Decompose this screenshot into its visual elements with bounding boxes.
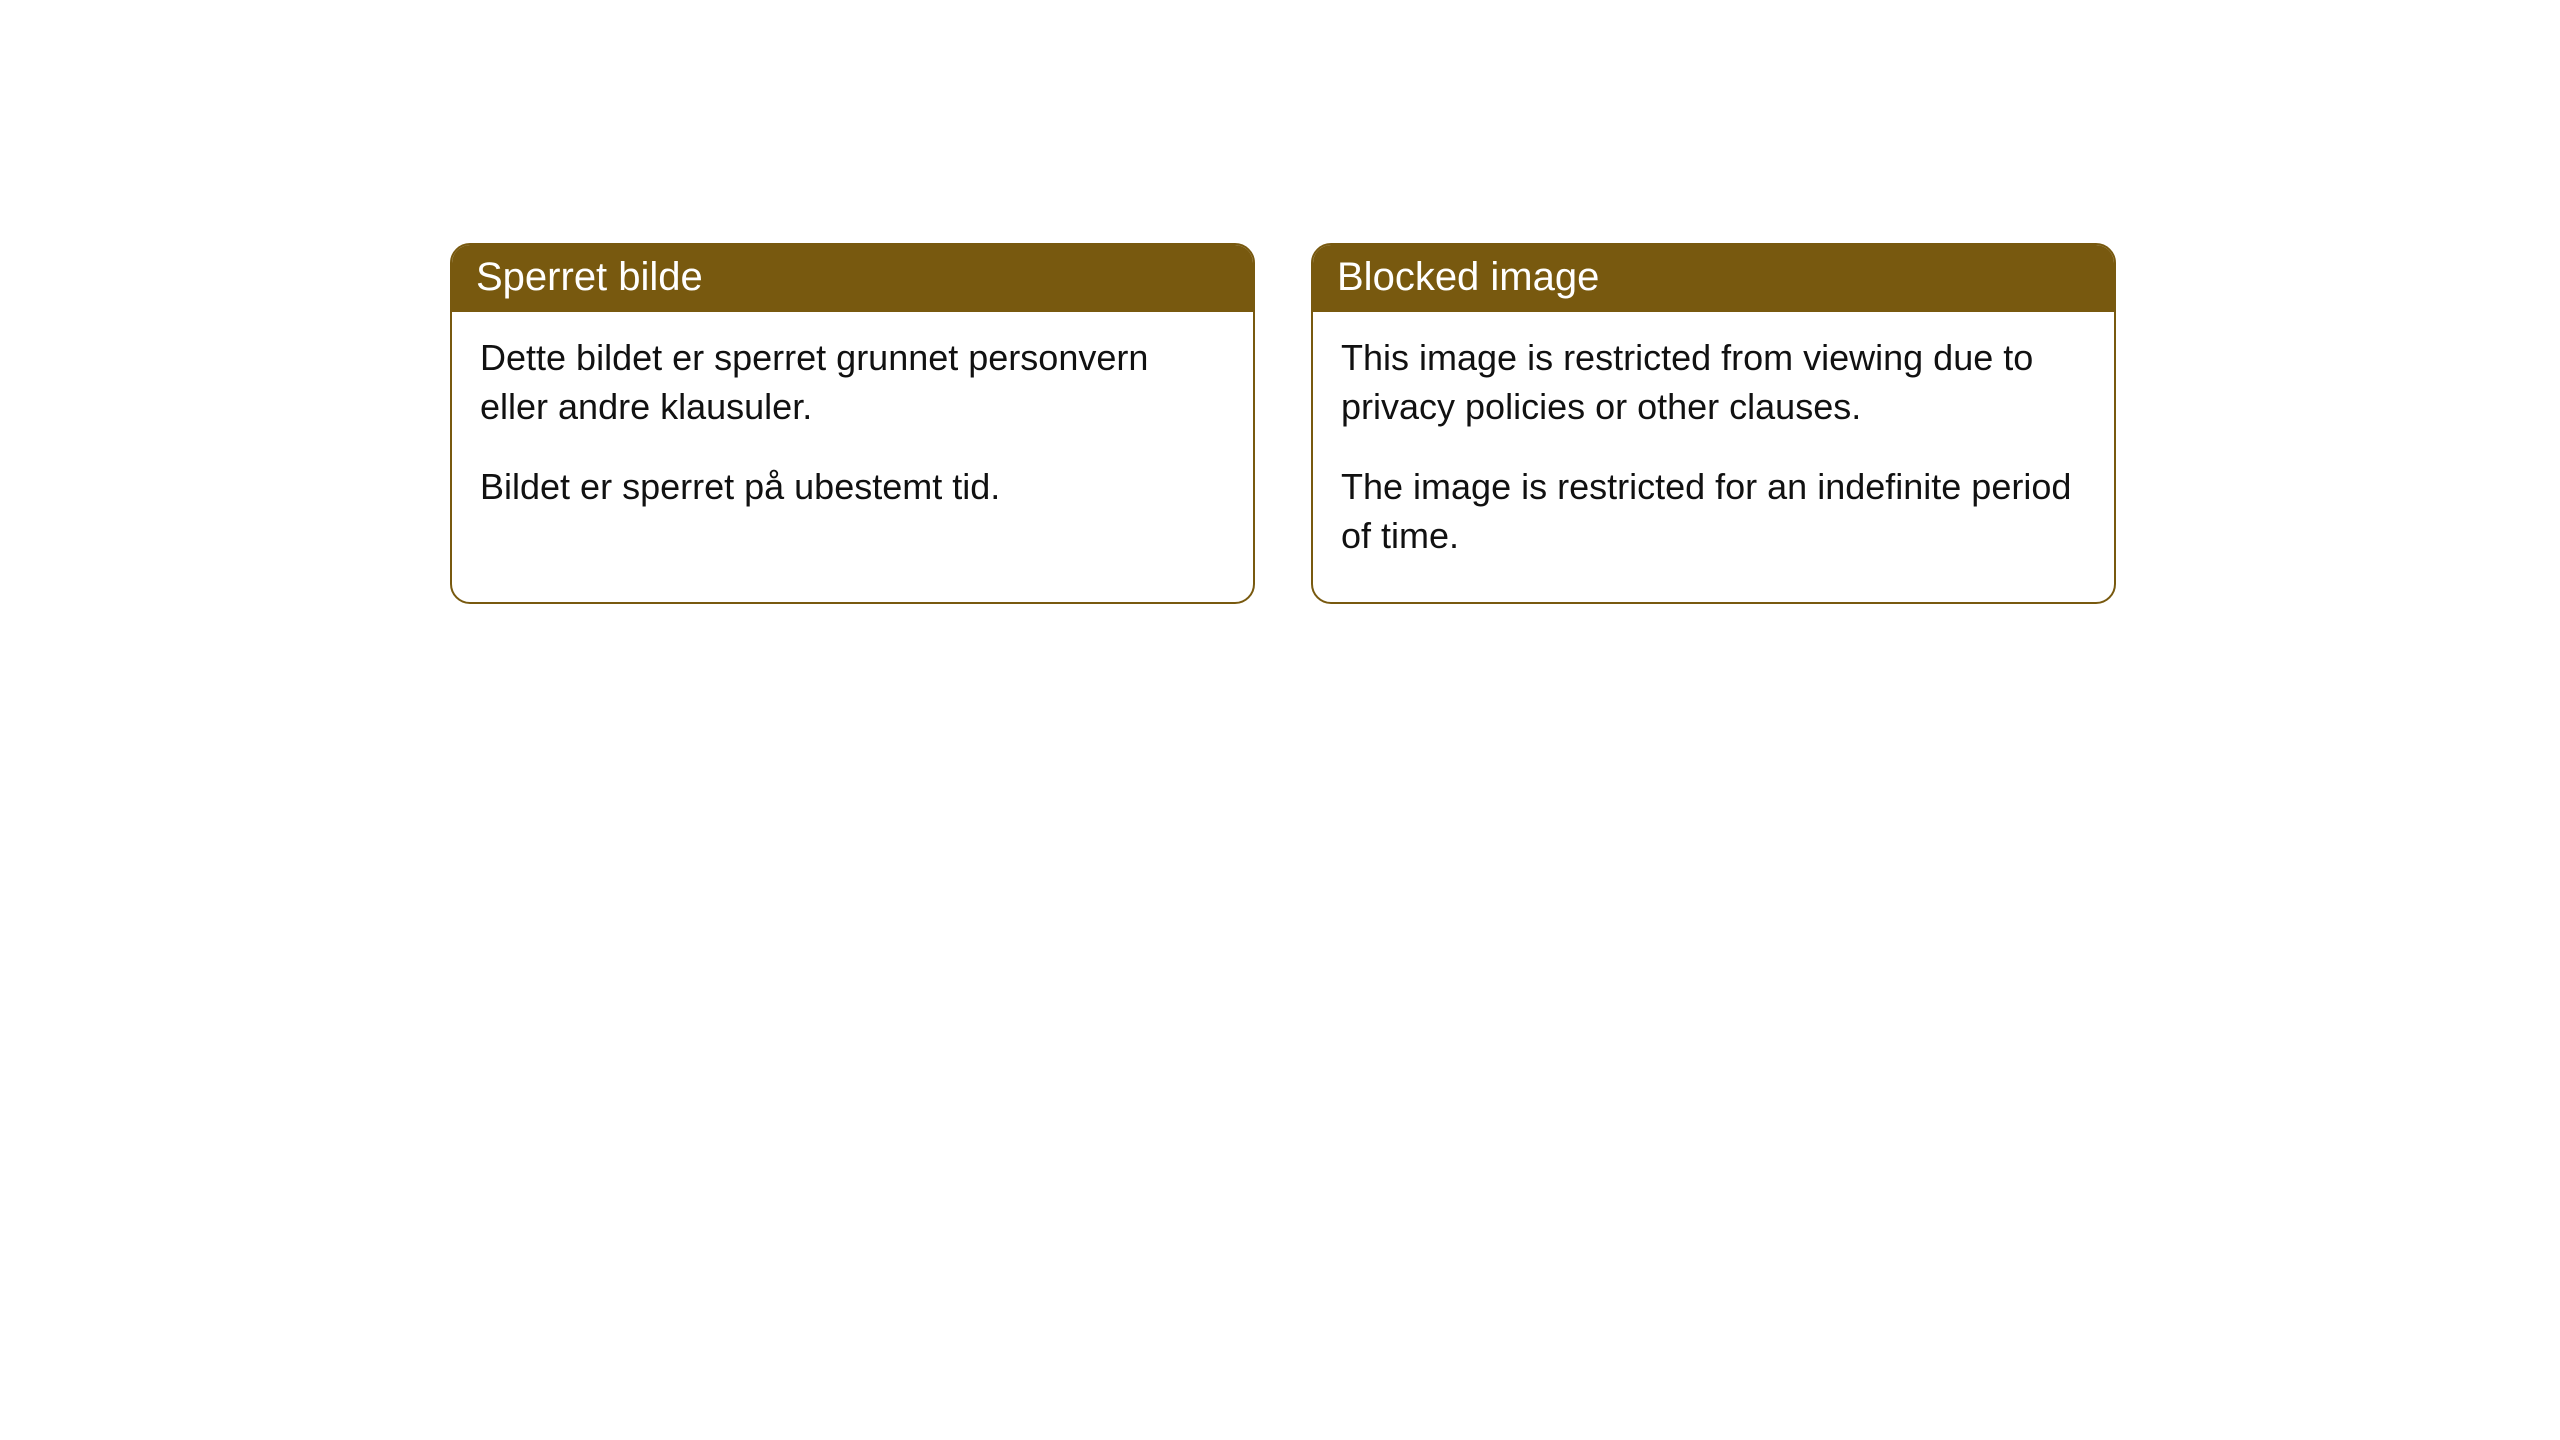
notice-card-norwegian: Sperret bilde Dette bildet er sperret gr… (450, 243, 1255, 604)
card-paragraph: The image is restricted for an indefinit… (1341, 463, 2086, 560)
card-header: Sperret bilde (452, 245, 1253, 312)
card-paragraph: Dette bildet er sperret grunnet personve… (480, 334, 1225, 431)
notice-cards-container: Sperret bilde Dette bildet er sperret gr… (0, 0, 2560, 604)
notice-card-english: Blocked image This image is restricted f… (1311, 243, 2116, 604)
card-title: Sperret bilde (476, 255, 703, 299)
card-body: Dette bildet er sperret grunnet personve… (452, 312, 1253, 554)
card-paragraph: This image is restricted from viewing du… (1341, 334, 2086, 431)
card-title: Blocked image (1337, 255, 1599, 299)
card-body: This image is restricted from viewing du… (1313, 312, 2114, 602)
card-header: Blocked image (1313, 245, 2114, 312)
card-paragraph: Bildet er sperret på ubestemt tid. (480, 463, 1225, 512)
